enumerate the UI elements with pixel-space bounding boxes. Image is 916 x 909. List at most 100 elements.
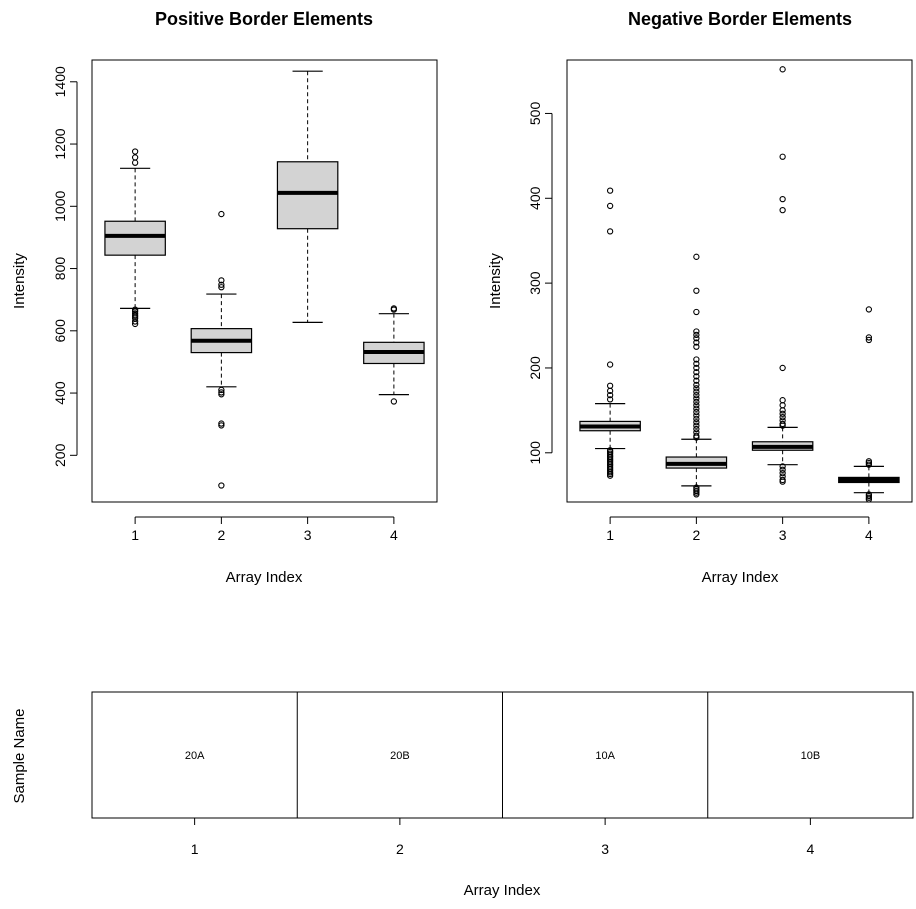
- panel-negative-marks: 100 200 300 400 500 1 2 3 4: [527, 66, 900, 543]
- panel-negative-plot-frame: [566, 59, 913, 503]
- negative-outlier-point: [865, 496, 873, 503]
- positive-outlier-point: [218, 277, 225, 284]
- panel-positive-ylabel: Intensity: [11, 253, 28, 309]
- positive-x-tick-label: 3: [304, 527, 312, 543]
- negative-outlier-point: [693, 287, 700, 294]
- negative-outlier-point: [779, 463, 786, 470]
- positive-x-tick-label: 2: [217, 527, 225, 543]
- negative-outlier-point: [606, 472, 614, 479]
- negative-x-tick-label: 3: [779, 527, 787, 543]
- negative-outlier-point: [865, 461, 873, 468]
- panel-positive-marks: 200 400 600 800 1000 1200 1400 1 2 3 4: [52, 66, 425, 543]
- negative-outlier-point: [693, 339, 700, 346]
- negative-outlier-point: [693, 391, 700, 399]
- negative-outlier-point: [693, 405, 700, 412]
- positive-outlier-point: [218, 482, 225, 489]
- negative-outlier-point: [779, 410, 786, 417]
- negative-outlier-point: [779, 478, 786, 485]
- panel-negative-title: Negative Border Elements: [628, 9, 852, 29]
- samples-x-tick-label: 4: [806, 841, 814, 857]
- negative-outlier-point: [606, 361, 614, 368]
- negative-outlier-point: [865, 306, 873, 313]
- positive-y-tick-label: 400: [52, 381, 68, 405]
- positive-y-tick-label: 200: [52, 443, 68, 467]
- positive-outlier-point: [218, 422, 225, 429]
- negative-outlier-point: [693, 373, 700, 380]
- negative-y-tick-label: 100: [527, 441, 543, 465]
- negative-outlier-point: [779, 402, 786, 409]
- negative-outlier-point: [693, 343, 700, 350]
- negative-outlier-point: [779, 397, 786, 404]
- positive-outlier-point: [218, 281, 225, 288]
- panel-negative-ylabel: Intensity: [487, 253, 504, 309]
- samples-x-tick-label: 3: [601, 841, 609, 857]
- negative-y-tick-label: 300: [527, 271, 543, 295]
- positive-outlier-point: [131, 318, 139, 325]
- positive-iqr-box: [276, 161, 339, 230]
- positive-y-tick-label: 1400: [52, 66, 68, 97]
- negative-x-tick-label: 4: [865, 527, 873, 543]
- negative-outlier-point: [693, 364, 700, 372]
- positive-y-tick-label: 800: [52, 257, 68, 281]
- negative-outlier-point: [779, 364, 786, 372]
- sample-name-label: 20A: [185, 750, 205, 762]
- positive-outlier-point: [131, 320, 139, 328]
- negative-outlier-point: [779, 414, 786, 421]
- negative-outlier-point: [693, 385, 700, 392]
- negative-box-1: [579, 187, 641, 479]
- negative-outlier-point: [606, 391, 614, 399]
- positive-x-tick-label: 4: [390, 527, 398, 543]
- negative-outlier-point: [693, 388, 700, 395]
- negative-y-tick-label: 500: [527, 102, 543, 126]
- positive-y-tick-label: 1200: [52, 128, 68, 159]
- positive-box-2: [190, 210, 253, 489]
- positive-outlier-point: [218, 389, 225, 396]
- negative-box-3: [751, 66, 814, 485]
- negative-outlier-point: [693, 419, 700, 426]
- sample-name-label: 20B: [390, 750, 410, 762]
- positive-x-tick-label: 1: [131, 527, 139, 543]
- positive-y-tick-label: 600: [52, 319, 68, 343]
- positive-box-4: [363, 305, 425, 405]
- positive-iqr-box: [104, 220, 166, 256]
- panel-samples-marks: 20A 20B 10A 10B 1 2 3 4: [185, 692, 820, 857]
- negative-y-tick-label: 400: [527, 186, 543, 210]
- negative-outlier-point: [693, 402, 700, 409]
- negative-outlier-point: [779, 153, 786, 160]
- negative-outlier-point: [606, 202, 614, 210]
- negative-box-4: [838, 306, 900, 503]
- negative-outlier-point: [693, 412, 700, 419]
- panel-positive-plot-frame: [91, 59, 438, 503]
- positive-box-3: [276, 70, 339, 323]
- negative-outlier-point: [693, 369, 700, 376]
- panel-positive-xlabel: Array Index: [226, 569, 303, 586]
- negative-outlier-point: [779, 422, 786, 429]
- negative-outlier-point: [693, 491, 700, 498]
- positive-outlier-point: [131, 148, 139, 155]
- negative-outlier-point: [693, 415, 700, 423]
- negative-outlier-point: [779, 66, 786, 73]
- negative-outlier-point: [693, 331, 700, 339]
- negative-outlier-point: [779, 470, 786, 477]
- negative-outlier-point: [693, 434, 700, 441]
- positive-box-1: [104, 148, 166, 328]
- negative-outlier-point: [693, 425, 700, 433]
- positive-outlier-point: [218, 210, 225, 218]
- samples-x-tick-label: 2: [396, 841, 404, 857]
- positive-outlier-point: [390, 306, 398, 313]
- positive-outlier-point: [131, 159, 139, 166]
- negative-outlier-point: [779, 466, 786, 473]
- negative-outlier-point: [693, 398, 700, 406]
- negative-outlier-point: [606, 187, 614, 194]
- panel-samples: Sample Name Array Index 20A 20B 10A 10B 1 2 3 4: [11, 691, 914, 899]
- panel-negative: Negative Border Elements Array Index Int…: [487, 9, 913, 586]
- negative-outlier-point: [606, 387, 614, 395]
- negative-outlier-point: [693, 253, 700, 260]
- negative-outlier-point: [693, 408, 700, 416]
- negative-outlier-point: [693, 356, 700, 363]
- panel-positive: Positive Border Elements Array Index Int…: [11, 9, 438, 586]
- negative-outlier-point: [606, 396, 614, 403]
- positive-outlier-point: [218, 391, 225, 398]
- negative-outlier-point: [693, 328, 700, 335]
- negative-outlier-point: [693, 335, 700, 342]
